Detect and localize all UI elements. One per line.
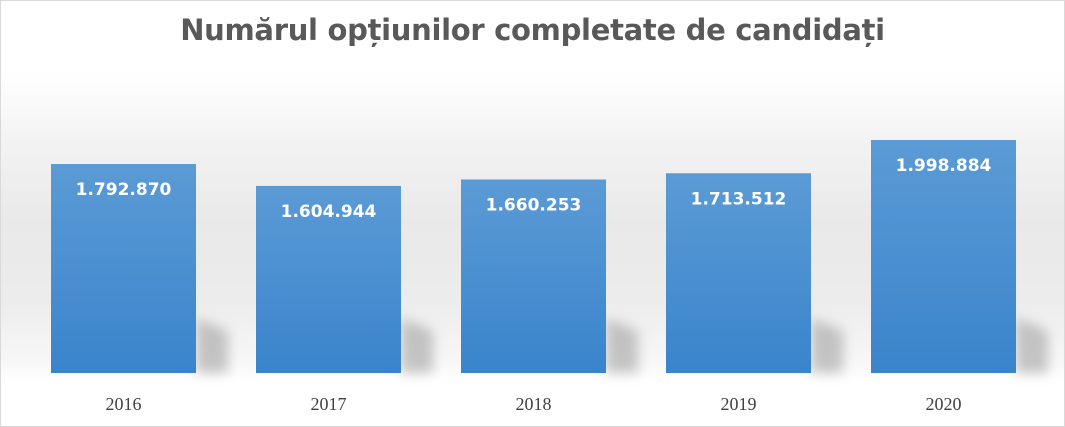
bar-2020 bbox=[871, 140, 1016, 373]
x-tick-label-2017: 2017 bbox=[311, 394, 347, 414]
data-label-2017: 1.604.944 bbox=[281, 202, 377, 222]
x-tick-label-2019: 2019 bbox=[721, 394, 757, 414]
x-tick-label-2016: 2016 bbox=[106, 394, 142, 414]
bar-2016 bbox=[51, 164, 196, 373]
chart-title: Numărul opțiunilor completate de candida… bbox=[180, 13, 885, 47]
data-label-2018: 1.660.253 bbox=[486, 195, 582, 215]
bar-shadow bbox=[401, 318, 433, 373]
bar-shadow bbox=[1016, 318, 1048, 373]
data-label-2020: 1.998.884 bbox=[896, 156, 992, 176]
data-label-2016: 1.792.870 bbox=[76, 180, 172, 200]
bar-shadow bbox=[196, 318, 228, 373]
bar-shadow bbox=[811, 318, 843, 373]
bar-2017 bbox=[256, 185, 401, 373]
x-tick-label-2018: 2018 bbox=[516, 394, 552, 414]
bar-2018 bbox=[461, 179, 606, 373]
x-tick-label-2020: 2020 bbox=[926, 394, 962, 414]
bar-shadow bbox=[606, 318, 638, 373]
bar-2019 bbox=[666, 173, 811, 373]
data-label-2019: 1.713.512 bbox=[691, 189, 787, 209]
